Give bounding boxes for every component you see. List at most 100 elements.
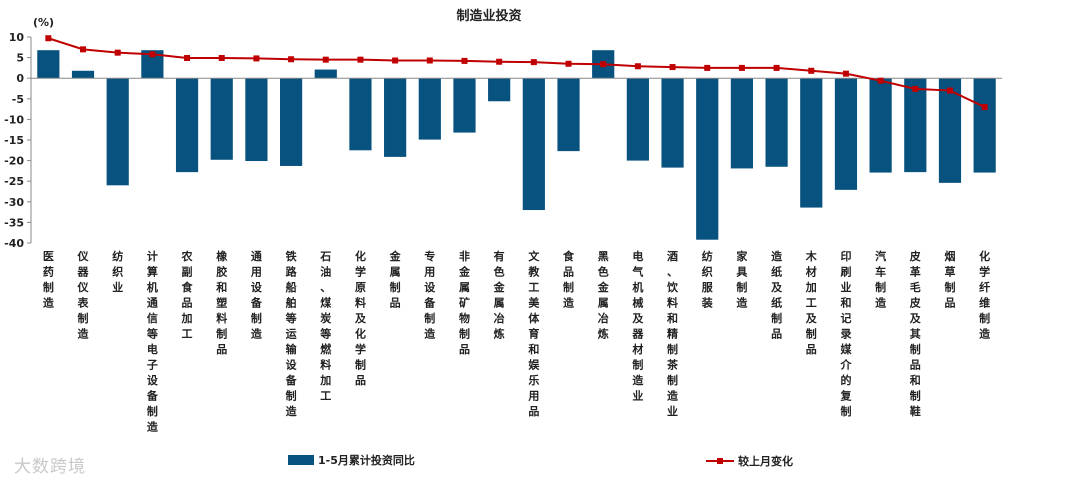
- line-point: [149, 51, 156, 58]
- bar: [245, 78, 268, 162]
- line-point: [322, 56, 329, 63]
- bar: [106, 78, 129, 186]
- bar: [557, 78, 580, 152]
- legend: 1-5月累计投资同比 较上月变化: [288, 453, 793, 468]
- y-tick-label: -5: [12, 93, 24, 106]
- y-tick-label: 5: [16, 52, 24, 65]
- x-tick-label: 电气机械及器材制造业: [631, 249, 644, 403]
- line-point: [669, 64, 676, 71]
- x-tick-label: 有色金属冶炼: [493, 249, 506, 341]
- bar: [765, 78, 788, 167]
- x-tick-label: 纺织服装: [701, 249, 714, 310]
- x-tick-label: 医药制造: [43, 250, 55, 310]
- y-tick-label: -25: [4, 175, 24, 188]
- bar: [279, 78, 303, 166]
- x-tick-label: 文教工美体育和娱乐用品: [527, 249, 540, 418]
- line-point: [253, 55, 260, 62]
- bar: [696, 78, 719, 240]
- legend-line-label: 较上月变化: [738, 454, 793, 468]
- bar: [973, 78, 996, 173]
- line-point: [704, 64, 711, 71]
- x-tick-label: 纺织业: [112, 249, 123, 294]
- x-tick-label: 化学原料及化学制品: [355, 249, 367, 387]
- line-point: [946, 87, 953, 94]
- line-point: [877, 77, 884, 84]
- legend-bar-label: 1-5月累计投资同比: [318, 453, 415, 467]
- line-point: [114, 49, 121, 56]
- series-line: [48, 37, 986, 108]
- line-point: [80, 46, 87, 53]
- x-tick-label: 专用设备制造: [423, 249, 436, 341]
- line-point: [565, 60, 572, 67]
- x-tick-label: 汽车制造: [875, 249, 887, 310]
- x-tick-label: 酒、饮料和精制茶制造业: [666, 250, 679, 418]
- bar: [834, 78, 858, 190]
- x-tick-label: 印刷业和记录媒介的复制: [839, 250, 852, 418]
- bar: [384, 78, 407, 157]
- line-point: [461, 57, 468, 64]
- x-tick-label: 烟草制品: [944, 249, 955, 310]
- y-tick-label: 10: [9, 31, 25, 44]
- line-point: [45, 35, 52, 42]
- x-tick-label: 家具制造: [736, 249, 748, 310]
- bar: [800, 78, 823, 208]
- bar: [349, 78, 372, 151]
- bar: [37, 50, 60, 79]
- line-point: [842, 70, 849, 77]
- bar: [661, 78, 684, 168]
- bar-series: [37, 50, 996, 240]
- x-tick-label: 石油、煤炭等燃料加工: [319, 250, 332, 403]
- x-tick-label: 木材加工及制品: [805, 249, 818, 356]
- x-tick-label: 黑色金属冶炼: [597, 250, 610, 341]
- line-series: [45, 35, 988, 111]
- y-axis-unit: (%): [33, 16, 54, 29]
- y-axis-ticks: 10 5 0 -5 -10 -15 -20 -25 -30 -35 -40: [4, 31, 31, 250]
- y-tick-label: -40: [4, 237, 24, 250]
- x-tick-label: 计算机通信等电子设备制造: [146, 249, 159, 434]
- line-point: [357, 56, 364, 63]
- line-point: [392, 57, 399, 64]
- bar: [71, 70, 95, 79]
- bar: [418, 78, 441, 140]
- line-point: [218, 55, 225, 62]
- bar: [522, 78, 545, 211]
- bar: [488, 78, 511, 102]
- x-tick-label: 金属制品: [389, 249, 402, 310]
- x-tick-label: 非金属矿物制品: [458, 249, 471, 356]
- bar: [869, 78, 892, 173]
- line-point: [634, 63, 641, 70]
- bar: [626, 78, 649, 161]
- line-point: [912, 85, 919, 92]
- x-tick-label: 造纸及纸制品: [771, 249, 783, 341]
- line-point: [808, 67, 815, 74]
- bar: [938, 78, 962, 183]
- bar: [730, 78, 754, 169]
- x-tick-label: 农副食品加工: [181, 249, 194, 341]
- line-point: [600, 61, 607, 68]
- y-tick-label: -10: [4, 113, 24, 126]
- y-tick-label: -30: [4, 196, 24, 209]
- legend-bar-swatch: [288, 455, 314, 465]
- bar: [314, 69, 337, 79]
- bar: [175, 78, 199, 173]
- line-point: [738, 64, 745, 71]
- x-tick-label: 食品制造: [563, 249, 575, 310]
- line-point: [496, 58, 503, 65]
- legend-line-marker: [717, 458, 723, 464]
- y-tick-label: -20: [4, 155, 24, 168]
- x-tick-label: 铁路船舶等运输设备制造: [285, 249, 298, 418]
- line-point: [184, 55, 191, 62]
- line-point: [426, 57, 433, 64]
- line-point: [981, 104, 988, 111]
- x-tick-label: 化学纤维制造: [979, 249, 991, 341]
- bar: [453, 78, 476, 133]
- y-tick-label: -35: [4, 216, 24, 229]
- bar: [210, 78, 233, 160]
- x-axis-labels: 医药制造 仪器仪表制造 纺织业 计算机通信等电子设备制造 农副食品加工 橡胶和塑料制品 通用…: [43, 249, 991, 434]
- line-point: [530, 59, 537, 66]
- line-point: [288, 56, 295, 63]
- y-tick-label: -15: [4, 134, 24, 147]
- watermark: 大数跨境: [14, 457, 86, 477]
- x-tick-label: 皮革毛皮及其制品和制鞋: [909, 249, 922, 418]
